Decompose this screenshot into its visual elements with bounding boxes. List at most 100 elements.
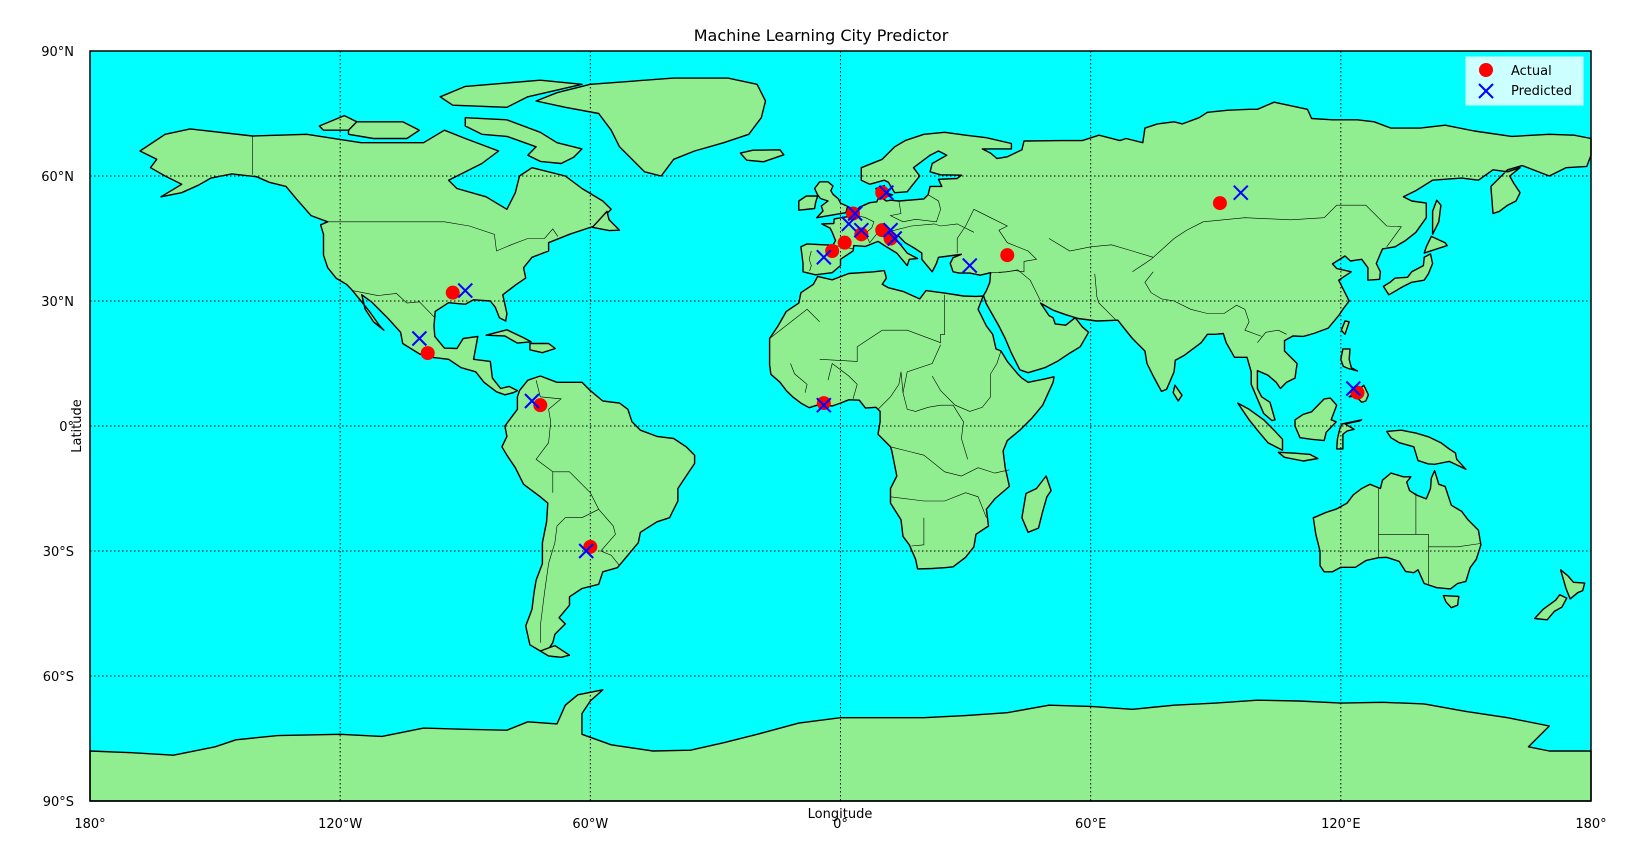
country-border-31 [1378,534,1429,585]
predicted-city-marker [816,397,832,413]
land-greenland [535,77,767,177]
land-madagascar [1021,475,1052,533]
y-axis-label: Latitude [70,399,85,453]
country-border-32 [1428,543,1481,548]
x-tick-label: 0° [833,817,848,832]
legend-predicted-label: Predicted [1511,84,1572,99]
land-cuba [485,329,532,344]
country-border-23 [890,492,987,518]
country-border-0 [327,221,559,252]
country-border-24 [911,517,925,547]
land-ellesmere-island [439,79,583,108]
land-sri-lanka [1172,384,1183,402]
land-taiwan [1340,320,1350,335]
land-sakhalin [1431,199,1442,235]
actual-city-marker [1212,196,1227,211]
land-nz-north-island [1559,569,1586,600]
predicted-city-marker [524,393,540,409]
country-border-26 [790,363,808,393]
graticule [90,51,1591,801]
y-tick-label: 90°N [41,45,74,60]
predicted-city-marker [457,282,473,299]
country-border-7 [889,194,941,223]
x-tick-labels: 180° 120°W 60°W 0° 60°E 120°E 180° [74,817,1606,832]
x-axis-label: Longitude [808,807,873,822]
actual-city-marker [875,185,890,200]
land-antarctica [89,689,1592,802]
series-predicted [411,184,1362,559]
predicted-city-marker [816,249,832,265]
series-actual [420,185,1365,554]
actual-city-marker [420,346,435,361]
land-victoria-island [347,121,421,140]
x-tick-label: 120°W [318,817,362,832]
land-iceland [739,149,785,163]
actual-city-marker [816,396,831,411]
land-borneo [1294,397,1338,442]
country-border-3 [535,380,562,493]
y-tick-label: 60°N [41,170,74,185]
legend-actual-label: Actual [1511,64,1552,79]
data-markers [411,184,1365,559]
predicted-city-marker [1345,380,1362,397]
predicted-city-marker [841,216,857,232]
land-africa [768,269,1055,570]
plot-frame [89,50,1592,802]
country-border-10 [956,208,1038,273]
country-border-25 [827,362,858,399]
land-luzon [1340,348,1359,372]
country-borders [252,136,1481,643]
x-tick-label: 60°W [572,817,608,832]
land-masses [89,77,1592,802]
legend-predicted-marker [1478,83,1494,99]
land-sumatra [1237,402,1284,451]
land-nz-south-island [1534,594,1568,621]
country-border-22 [890,446,1010,477]
country-border-27 [877,371,968,460]
chart-title: Machine Learning City Predictor [694,26,949,45]
predicted-city-marker [578,543,594,559]
land-north-america [139,128,612,396]
land-ireland [798,195,819,211]
land-new-guinea [1386,429,1467,470]
land-great-britain [813,181,849,219]
predicted-city-marker [1233,184,1249,201]
country-border-19 [819,329,883,362]
country-border-5 [552,471,620,566]
predicted-city-marker [882,222,899,238]
predicted-city-marker [847,205,863,222]
country-border-16 [1048,238,1154,258]
actual-city-marker [854,227,869,242]
actual-city-marker [445,285,460,300]
predicted-city-marker [878,184,895,201]
x-tick-label: 60°E [1075,817,1106,832]
actual-city-marker [837,235,852,250]
country-border-13 [1144,271,1262,337]
y-tick-label: 0° [59,420,74,435]
land-eurasia [800,101,1592,422]
land-java [1277,451,1319,462]
land-australia [1312,469,1482,590]
x-tick-label: 120°E [1321,817,1361,832]
y-tick-label: 30°N [41,295,74,310]
country-border-15 [1132,221,1204,273]
land-baffin-island [464,117,583,165]
land-tierra-del-fuego [539,644,571,658]
legend: Actual Predicted [1465,56,1584,106]
country-border-14 [1203,204,1402,247]
actual-city-marker [533,398,548,413]
actual-city-marker [1000,248,1015,263]
land-banks-island [318,114,358,131]
country-border-4 [540,509,599,643]
country-border-9 [808,250,812,272]
predicted-city-marker [411,330,428,347]
country-border-20 [902,344,941,393]
country-border-18 [769,308,820,339]
country-border-2 [352,290,436,319]
y-tick-label: 60°S [43,670,74,685]
country-border-17 [882,294,945,344]
land-south-america [501,375,696,652]
legend-actual-marker [1479,63,1493,77]
y-tick-label: 30°S [43,545,74,560]
country-border-11 [990,269,1041,302]
